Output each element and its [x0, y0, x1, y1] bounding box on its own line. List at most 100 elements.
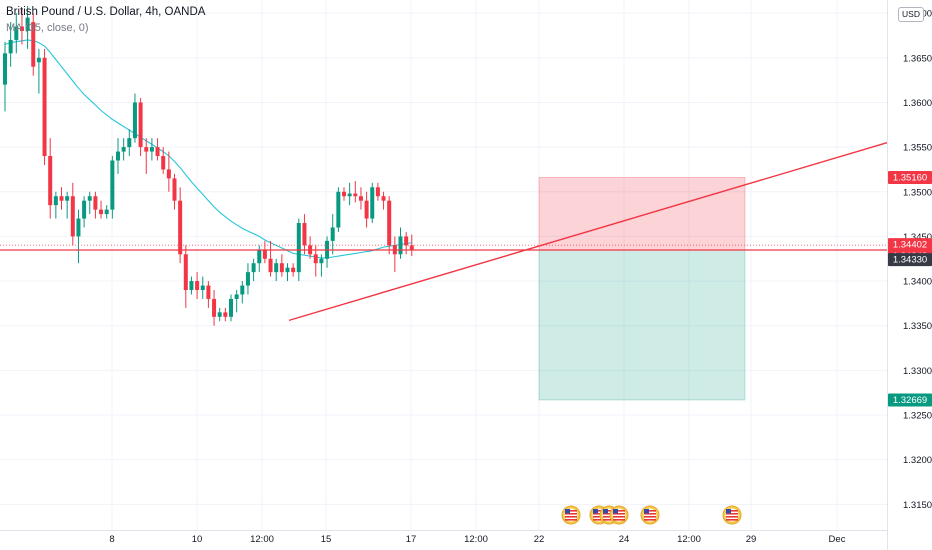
ma-line: [4, 39, 412, 259]
candle-body: [251, 263, 256, 273]
candle-body: [336, 191, 341, 228]
economic-events[interactable]: [561, 505, 742, 525]
candle-body: [229, 298, 233, 317]
candle-body: [59, 196, 64, 201]
candle-body: [183, 254, 188, 291]
event-flag-stripe: [593, 519, 605, 521]
us-flag-icon[interactable]: [722, 505, 742, 525]
event-flag-stripe: [603, 513, 615, 515]
event-flag-canton: [603, 509, 608, 514]
drawing-lines[interactable]: [0, 141, 888, 322]
event-flag-stripe: [644, 513, 656, 515]
event-flag-stripe: [613, 516, 625, 518]
candle-body: [195, 281, 200, 291]
price-tag-crosshair: [888, 253, 932, 267]
candle-body: [161, 156, 166, 170]
candle-body: [370, 187, 375, 219]
candle-body: [206, 285, 211, 299]
event-flag-stripe: [726, 513, 738, 515]
candle-body: [99, 209, 104, 215]
event-flag-stripe: [644, 510, 656, 512]
event-flag-canton: [644, 509, 649, 514]
x-tick-label: 10: [192, 534, 203, 545]
event-flag-stripe: [726, 510, 738, 512]
candle-body: [387, 200, 392, 246]
candle-body: [3, 53, 7, 85]
candle-body: [166, 169, 171, 179]
candle-body: [285, 267, 290, 273]
x-tick-label: 17: [406, 534, 417, 545]
candle-body: [404, 236, 409, 246]
y-tick-label: 1.36500: [903, 53, 932, 64]
candle-body: [279, 263, 284, 273]
x-tick-label: 8: [109, 534, 114, 545]
candle-body: [330, 227, 335, 241]
y-tick-label: 1.36000: [903, 98, 932, 109]
price-tag-label: 1.34402: [893, 240, 927, 251]
price-tag-label: 1.35160: [893, 172, 927, 183]
candle-body: [42, 57, 47, 157]
currency-badge-label: USD: [902, 9, 920, 19]
candle-body: [82, 200, 87, 219]
candle-body: [257, 249, 262, 264]
candle-body: [138, 102, 143, 148]
moving-average-line: [4, 39, 412, 259]
event-flag-stripe: [565, 510, 577, 512]
candle-body: [296, 223, 301, 273]
candle-body: [398, 236, 403, 255]
candle-body: [291, 267, 296, 273]
y-tick-label: 1.35000: [903, 187, 932, 198]
us-flag-icon[interactable]: [561, 505, 581, 525]
take-profit-zone: [538, 249, 746, 401]
indicator-legend[interactable]: MA (35, close, 0): [6, 22, 89, 34]
candle-body: [155, 147, 160, 157]
y-tick-label: 1.34500: [903, 232, 932, 243]
price-tag-take-profit: [888, 393, 932, 407]
candle-body: [178, 200, 183, 255]
candle-body: [381, 196, 386, 201]
event-flag-stripe: [603, 516, 615, 518]
y-tick-label: 1.34000: [903, 277, 932, 288]
candle-body: [240, 285, 245, 295]
event-flag-stripe: [593, 516, 605, 518]
candle-body: [110, 160, 115, 210]
candle-body: [262, 249, 267, 259]
candle-body: [76, 218, 81, 237]
candle-body: [268, 258, 273, 273]
candle-body: [19, 26, 24, 32]
x-tick-label: 29: [746, 534, 757, 545]
us-flag-icon[interactable]: [640, 505, 660, 525]
price-tag-stop-loss: [888, 170, 932, 184]
candle-body: [132, 102, 137, 139]
candle-body: [25, 17, 30, 32]
event-flag-stripe: [644, 516, 656, 518]
candle-body: [172, 178, 177, 201]
event-flag-stripe: [613, 513, 625, 515]
candle-body: [353, 193, 358, 197]
x-tick-label: 15: [321, 534, 332, 545]
y-tick-label: 1.33500: [903, 321, 932, 332]
candle-body: [347, 193, 352, 197]
event-flag-canton: [565, 509, 570, 514]
candle-body: [212, 298, 217, 317]
candle-body: [223, 312, 228, 317]
event-flag-canton: [593, 509, 598, 514]
currency-badge[interactable]: USD: [898, 7, 924, 22]
x-tick-label: 22: [534, 534, 545, 545]
event-flag-stripe: [613, 510, 625, 512]
candle-body: [65, 196, 70, 201]
candle-body: [36, 57, 41, 63]
candle-body: [93, 196, 98, 210]
y-tick-label: 1.32500: [903, 411, 932, 422]
uk-us-flags-icon[interactable]: [589, 505, 629, 525]
price-tag-label: 1.34330: [893, 255, 927, 266]
candle-body: [189, 281, 194, 291]
candle-body: [127, 138, 132, 148]
candle-body: [234, 294, 239, 299]
candle-body: [342, 191, 346, 197]
candle-body: [274, 263, 279, 273]
candle-body: [53, 196, 58, 206]
candle-body: [319, 258, 324, 264]
